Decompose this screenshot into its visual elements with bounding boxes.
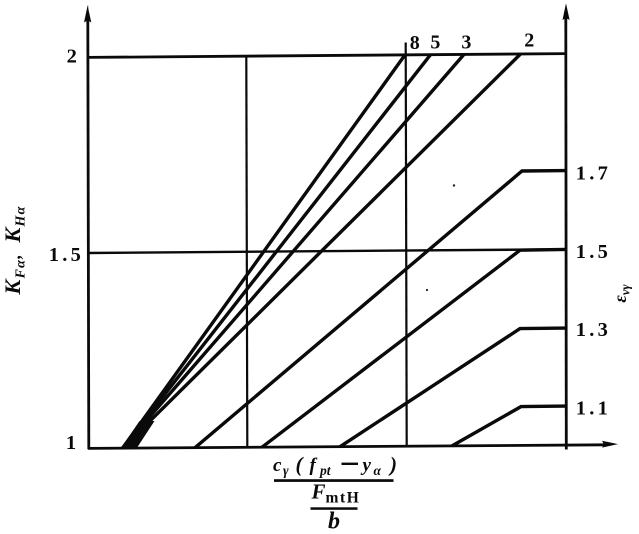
svg-text:f: f [310,455,318,476]
svg-text:2: 2 [67,46,77,68]
svg-text:(: ( [296,452,305,476]
svg-text:b: b [328,508,340,534]
svg-text:pt: pt [319,463,332,478]
svg-text:γ: γ [283,463,289,478]
svg-text:1.7: 1.7 [576,162,611,184]
svg-text:1.5: 1.5 [576,241,611,263]
svg-text:5: 5 [430,31,440,53]
svg-text:F: F [311,480,326,504]
svg-text:1: 1 [66,432,76,454]
svg-text:3: 3 [461,31,471,53]
svg-text:1.1: 1.1 [576,397,611,419]
svg-text:2: 2 [524,29,534,51]
svg-text:1.3: 1.3 [576,319,611,341]
svg-text:): ) [388,452,397,476]
svg-text:c: c [273,455,282,476]
svg-text:KFα, KHα: KFα, KHα [0,205,29,295]
svg-text:α: α [374,463,382,478]
svg-text:y: y [361,455,372,476]
svg-text:1.5: 1.5 [49,244,84,266]
svg-text:mtH: mtH [326,490,361,507]
svg-text:8: 8 [410,32,420,54]
